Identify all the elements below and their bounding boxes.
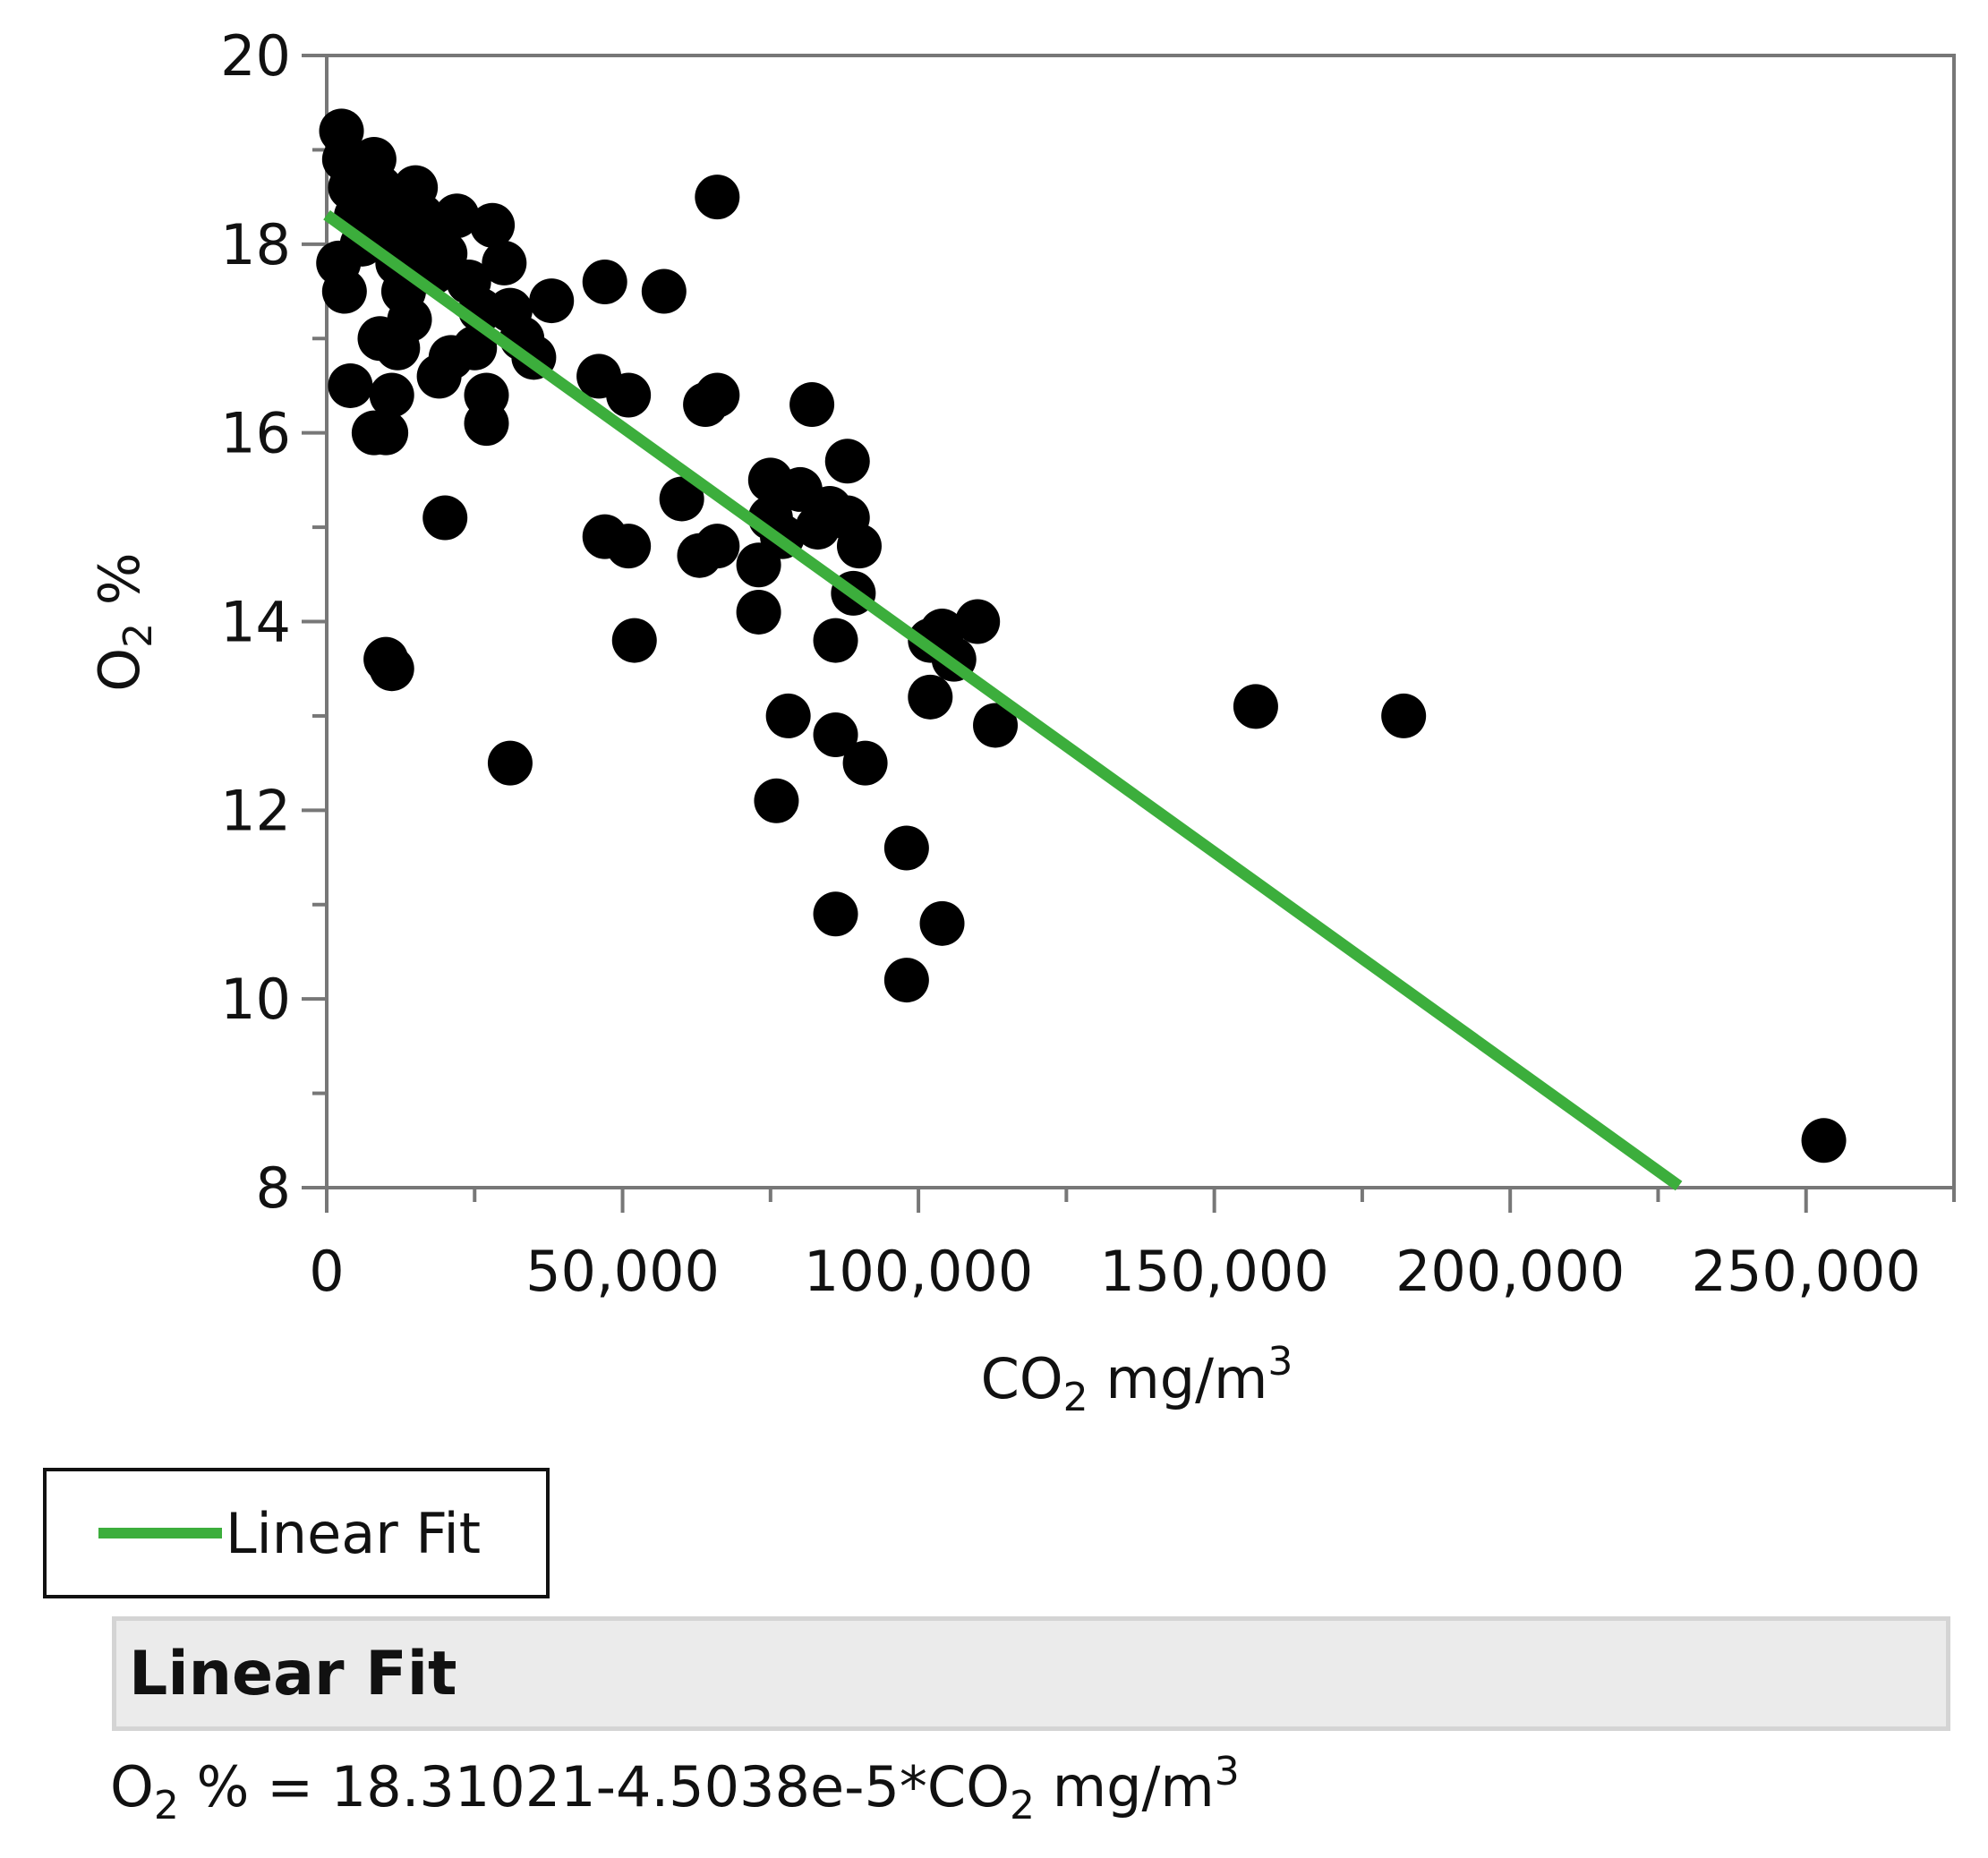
- y-tick-label: 18: [220, 212, 291, 277]
- data-point: [695, 372, 740, 418]
- data-point: [813, 712, 858, 757]
- data-point: [582, 260, 627, 304]
- data-point: [659, 476, 704, 522]
- legend-swatch: [98, 1528, 222, 1538]
- y-tick-label: 12: [220, 778, 291, 843]
- linear-fit-report-header[interactable]: Linear Fit: [112, 1616, 1950, 1731]
- legend: Linear Fit: [43, 1468, 550, 1598]
- data-point: [369, 372, 414, 418]
- data-point: [375, 325, 421, 371]
- data-point: [487, 740, 533, 786]
- y-tick-label: 10: [220, 967, 291, 1032]
- data-point: [1801, 1118, 1847, 1163]
- data-point: [606, 372, 652, 418]
- x-tick-label: 150,000: [1099, 1239, 1328, 1304]
- y-tick-label: 20: [220, 23, 291, 89]
- data-point: [529, 278, 575, 324]
- linear-fit-line: [323, 209, 1683, 1191]
- data-point: [611, 618, 657, 663]
- data-point: [1233, 684, 1278, 729]
- data-point: [813, 891, 858, 937]
- fit-equation: O2 % = 18.31021-4.5038e-5*CO2 mg/m3: [110, 1749, 1240, 1828]
- x-tick-label: 100,000: [804, 1239, 1033, 1304]
- y-axis-title: O2 %: [87, 552, 161, 691]
- y-axis: 8 10 12 14 16 18 20: [220, 23, 327, 1221]
- x-tick-label: 0: [309, 1239, 344, 1304]
- data-point: [955, 599, 1001, 644]
- data-point: [836, 524, 882, 569]
- data-point: [482, 240, 527, 286]
- data-point: [363, 410, 409, 456]
- data-point: [434, 193, 480, 239]
- data-point: [321, 268, 367, 314]
- y-tick-label: 14: [220, 590, 291, 655]
- data-point: [736, 589, 781, 635]
- data-point: [754, 778, 799, 823]
- legend-label: Linear Fit: [226, 1500, 482, 1566]
- x-tick-label: 200,000: [1395, 1239, 1625, 1304]
- y-tick-label: 16: [220, 401, 291, 466]
- data-point: [422, 495, 468, 541]
- data-point: [464, 401, 509, 447]
- data-point: [695, 524, 740, 569]
- x-axis: 0 50,000 100,000 150,000 200,000 250,000: [309, 1188, 1956, 1304]
- data-point: [824, 439, 870, 484]
- data-point: [641, 268, 687, 314]
- y-tick-label: 8: [256, 1155, 291, 1221]
- data-point: [919, 900, 965, 946]
- data-point: [606, 524, 652, 569]
- data-point: [883, 825, 929, 871]
- data-point: [369, 646, 414, 692]
- data-point: [973, 703, 1019, 748]
- data-point: [328, 362, 373, 408]
- plot-area: [325, 54, 1956, 1189]
- data-point: [813, 618, 858, 663]
- data-point: [765, 693, 811, 738]
- scatter-plot: 8 10 12 14 16 18 20 0 50,000 100,000 150,000 200,0…: [87, 23, 1956, 1420]
- x-tick-label: 50,000: [525, 1239, 720, 1304]
- data-point: [452, 325, 498, 371]
- data-point: [789, 382, 835, 428]
- data-point: [470, 202, 516, 248]
- linear-fit-report-title: Linear Fit: [129, 1638, 457, 1709]
- x-tick-label: 250,000: [1692, 1239, 1921, 1304]
- data-points: [316, 108, 1847, 1163]
- data-point: [842, 740, 888, 786]
- data-point: [695, 175, 740, 220]
- x-axis-title: CO2 mg/m3: [981, 1339, 1293, 1420]
- data-point: [883, 958, 929, 1003]
- data-point: [1381, 693, 1427, 738]
- data-point: [908, 674, 953, 720]
